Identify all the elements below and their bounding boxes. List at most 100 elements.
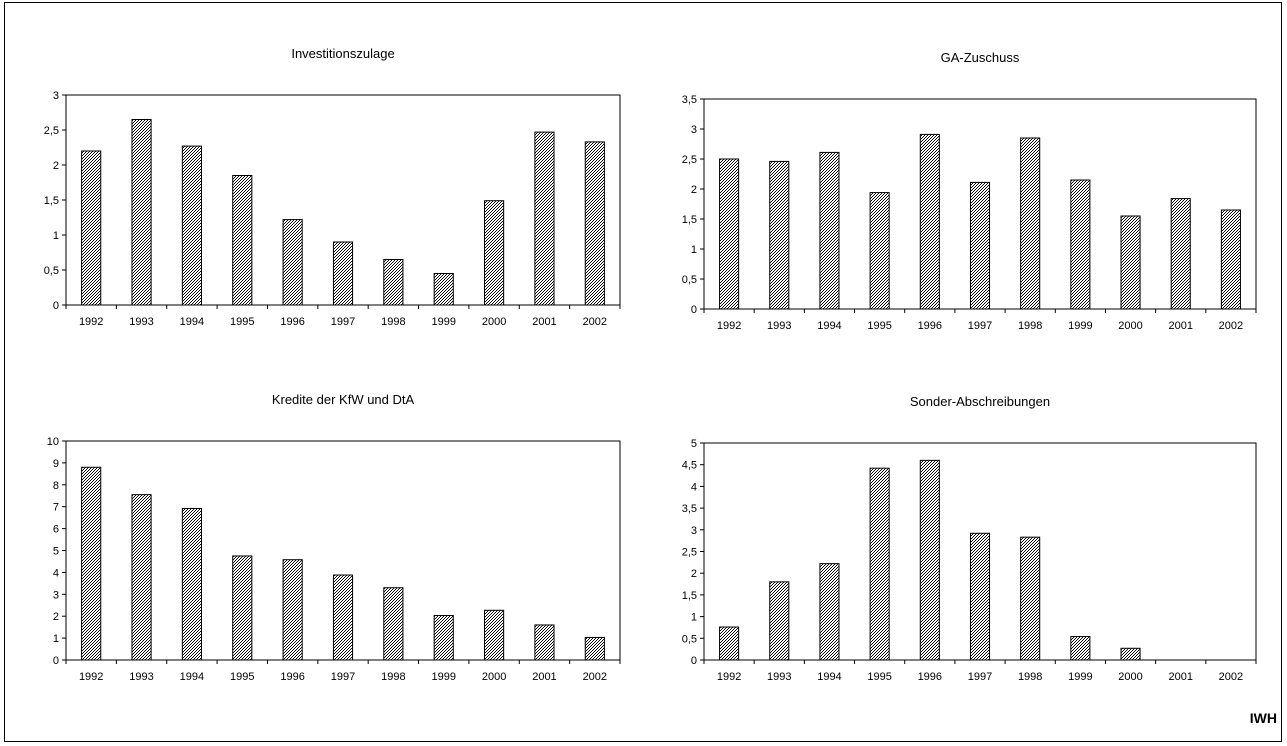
bar-2000: [484, 609, 505, 661]
y-tick-label: 1,5: [682, 214, 697, 226]
x-tick-label: 1992: [79, 671, 103, 683]
x-tick-label: 1995: [230, 671, 254, 683]
bar-2002: [584, 636, 605, 661]
x-tick-label: 2002: [583, 671, 607, 683]
y-tick-label: 2: [691, 568, 697, 580]
y-tick-label: 0: [691, 304, 697, 316]
x-tick-label: 1999: [1068, 320, 1092, 332]
x-tick-label: 1997: [968, 671, 992, 683]
bar-1992: [719, 626, 740, 661]
x-tick-label: 1993: [767, 320, 791, 332]
y-tick-label: 0: [691, 655, 697, 667]
bar-1994: [819, 151, 840, 310]
x-tick-label: 1997: [331, 671, 355, 683]
bar-1995: [869, 192, 890, 310]
bar-1997: [969, 532, 991, 661]
bar-1995: [869, 467, 890, 661]
chart-1: Investitionszulage 0 0,5 1 1,5 2 2,5 3 1992 1993 1…: [44, 46, 621, 328]
bar-1996: [919, 459, 940, 661]
y-tick-label: 0: [53, 300, 59, 312]
bar-1992: [81, 466, 102, 661]
bar-1997: [969, 181, 991, 310]
bar-1997: [332, 241, 354, 306]
y-tick-label: 2,5: [682, 547, 697, 559]
y-tick-label: 5: [691, 438, 697, 450]
bar-1992: [719, 158, 740, 310]
bar-1992: [81, 150, 102, 306]
y-tick-label: 0,5: [682, 633, 697, 645]
x-tick-label: 2002: [583, 316, 607, 328]
y-tick-label: 1: [53, 230, 59, 242]
y-tick-label: 1,5: [44, 195, 59, 207]
y-tick-label: 4: [53, 567, 59, 579]
y-tick-label: 9: [53, 458, 59, 470]
x-tick-label: 2000: [482, 316, 506, 328]
y-tick-label: 5: [53, 546, 59, 558]
x-tick-label: 1998: [1018, 671, 1042, 683]
x-tick-label: 1998: [381, 316, 405, 328]
bar-1996: [919, 133, 940, 310]
bar-1998: [1020, 137, 1041, 310]
x-tick-label: 1993: [767, 671, 791, 683]
bar-1993: [131, 119, 152, 306]
x-tick-label: 1994: [817, 671, 841, 683]
bar-2000: [1120, 215, 1141, 310]
y-tick-label: 2,5: [44, 125, 59, 137]
bar-2002: [1220, 209, 1241, 310]
y-tick-label: 1: [691, 612, 697, 624]
x-tick-label: 1999: [431, 316, 455, 328]
chart-2: GA-Zuschuss 0 0,5 1 1,5 2 2,5 3 3,5 1992 1993 1994 1…: [682, 50, 1257, 332]
y-tick-label: 2: [53, 611, 59, 623]
x-tick-label: 1993: [129, 316, 153, 328]
y-tick-label: 4,5: [682, 460, 697, 472]
bar-1994: [181, 507, 202, 661]
bar-2001: [534, 131, 555, 306]
y-tick-label: 1: [691, 244, 697, 256]
bar-2002: [584, 141, 605, 306]
bar-1995: [232, 555, 253, 661]
bar-2000: [484, 200, 505, 306]
bar-1995: [232, 175, 253, 306]
x-tick-label: 1999: [431, 671, 455, 683]
bar-1998: [383, 259, 404, 306]
y-tick-label: 8: [53, 480, 59, 492]
x-tick-label: 2000: [1118, 320, 1142, 332]
bar-1999: [1070, 636, 1091, 661]
x-tick-label: 1995: [230, 316, 254, 328]
y-tick-label: 2: [53, 160, 59, 172]
y-tick-label: 3: [53, 90, 59, 102]
y-tick-label: 0,5: [44, 265, 59, 277]
y-tick-label: 3: [691, 124, 697, 136]
chart-4: Sonder-Abschreibungen 0 0,5 1 1,5 2 2,5 3 3,5 4 4,…: [682, 394, 1257, 683]
x-tick-label: 2001: [532, 316, 556, 328]
x-tick-label: 1992: [717, 320, 741, 332]
y-tick-label: 3,5: [682, 503, 697, 515]
bar-2001: [534, 624, 555, 661]
x-tick-label: 2001: [532, 671, 556, 683]
x-tick-label: 1998: [381, 671, 405, 683]
bar-1999: [433, 615, 454, 661]
figure-frame: [4, 2, 1282, 742]
x-tick-label: 2000: [482, 671, 506, 683]
x-tick-label: 2002: [1219, 671, 1243, 683]
x-tick-label: 1993: [129, 671, 153, 683]
x-tick-label: 1994: [180, 316, 204, 328]
x-tick-label: 1996: [918, 320, 942, 332]
chart-title: Sonder-Abschreibungen: [910, 394, 1050, 409]
x-tick-label: 1997: [331, 316, 355, 328]
chart-3: Kredite der KfW und DtA 0 1 2 3 4 5 6 7 8 9 10 1992 1…: [47, 392, 621, 683]
bar-1996: [282, 559, 303, 661]
bar-2000: [1120, 647, 1141, 661]
y-tick-label: 7: [53, 502, 59, 514]
y-tick-label: 2,5: [682, 154, 697, 166]
x-tick-label: 1996: [280, 316, 304, 328]
y-tick-label: 3: [691, 525, 697, 537]
bar-1996: [282, 219, 303, 306]
x-tick-label: 1995: [867, 320, 891, 332]
bar-2001: [1170, 198, 1191, 310]
x-tick-label: 1998: [1018, 320, 1042, 332]
source-label: IWH: [1249, 710, 1277, 726]
y-tick-label: 3,5: [682, 94, 697, 106]
y-tick-label: 10: [47, 436, 59, 448]
